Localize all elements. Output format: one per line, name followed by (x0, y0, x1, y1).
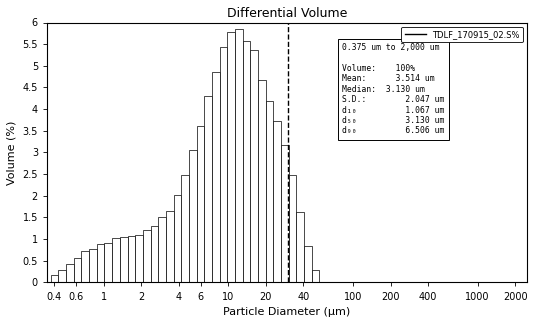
Bar (74, 258, 81, 283)
Bar (166, 211, 174, 283)
Bar (151, 226, 158, 283)
Bar (105, 243, 112, 283)
Y-axis label: Volume (%): Volume (%) (7, 120, 17, 185)
Bar (158, 217, 166, 283)
Bar (265, 101, 273, 283)
Bar (250, 50, 258, 283)
Bar (281, 145, 288, 283)
Bar (189, 150, 197, 283)
Bar (311, 270, 319, 283)
Bar (97, 244, 105, 283)
Bar (143, 230, 151, 283)
Bar (235, 29, 243, 283)
Bar (304, 246, 311, 283)
Bar (51, 275, 58, 283)
Bar (81, 251, 89, 283)
Bar (128, 236, 135, 283)
Bar (66, 264, 74, 283)
Bar (227, 32, 235, 283)
Bar (181, 175, 189, 283)
Bar (204, 96, 212, 283)
Bar (197, 126, 204, 283)
Bar (273, 121, 281, 283)
Bar (243, 41, 250, 283)
Bar (135, 235, 143, 283)
Bar (288, 175, 296, 283)
Bar (112, 238, 120, 283)
Bar (296, 212, 304, 283)
Bar (220, 47, 227, 283)
Bar (58, 270, 66, 283)
Title: Differential Volume: Differential Volume (227, 7, 347, 20)
Bar (89, 249, 97, 283)
Legend: TDLF_170915_02.S%: TDLF_170915_02.S% (401, 27, 523, 42)
Bar (174, 194, 181, 283)
Text: 0.375 um to 2,000 um

Volume:    100%
Mean:      3.514 um
Median:  3.130 um
S.D.: 0.375 um to 2,000 um Volume: 100% Mean: … (343, 43, 445, 135)
Bar (120, 237, 128, 283)
Bar (212, 72, 220, 283)
X-axis label: Particle Diameter (μm): Particle Diameter (μm) (224, 307, 351, 317)
Bar (258, 80, 265, 283)
